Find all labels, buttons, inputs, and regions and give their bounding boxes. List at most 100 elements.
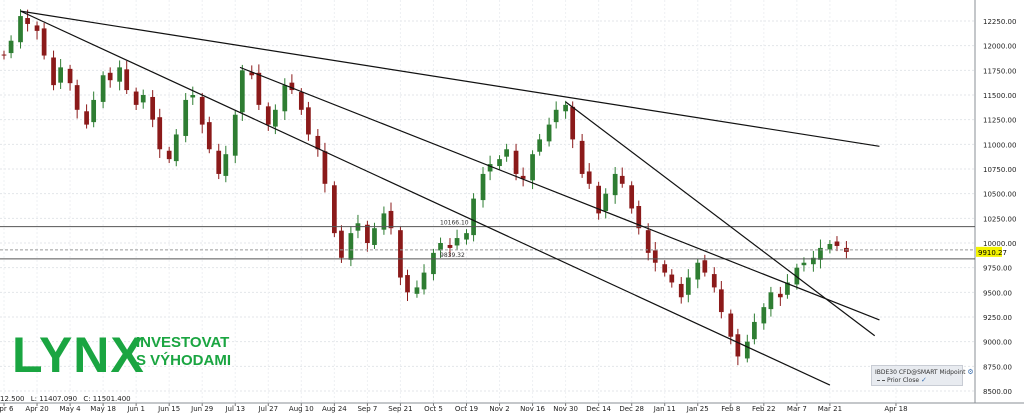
candle-body [239, 70, 245, 113]
candle-body [306, 107, 311, 135]
x-tick-label: Mar 7 [787, 405, 807, 413]
logo-tagline-line1: INVESTOVAT [136, 334, 230, 351]
candle-body [752, 321, 757, 340]
candle-body [91, 99, 97, 123]
candle-body [124, 69, 130, 91]
candle-body [728, 313, 734, 337]
ohlc-readout: 12.500 L: 11407.090 C: 11501.400 [0, 395, 135, 403]
x-tick-label: Mar 21 [818, 405, 842, 413]
candle-body [256, 72, 262, 105]
candle-body [34, 25, 40, 31]
candle-body [553, 109, 559, 123]
last-price-badge [976, 246, 1002, 257]
x-tick-label: Dec 28 [619, 405, 644, 413]
candle-body [464, 233, 469, 240]
candle-body [497, 159, 502, 167]
logo-wordmark: LYNX [12, 327, 145, 383]
candle-body [223, 154, 229, 176]
candle-body [372, 228, 377, 245]
lynx-logo: LYNX INVESTOVAT S VÝHODAMI [12, 329, 242, 385]
candle-body [563, 104, 568, 112]
chart-legend[interactable]: IBDE30 CFD@SMART Midpoint ⚙ Prior Close … [871, 365, 974, 386]
candle-body [421, 272, 427, 290]
y-tick-label: 10000.00 [983, 240, 1016, 248]
candle-body [678, 283, 684, 298]
x-tick-label: Sep 21 [388, 405, 412, 413]
candle-body [662, 264, 668, 273]
candle-body [157, 117, 163, 150]
y-tick-label: 10500.00 [983, 191, 1016, 199]
trendline [20, 10, 831, 386]
x-tick-label: Jul 27 [257, 405, 278, 413]
candle-body [414, 287, 420, 294]
y-tick-label: 11500.00 [983, 92, 1016, 100]
candle-body [166, 150, 172, 160]
candle-body [652, 250, 658, 263]
candle-body [480, 173, 486, 201]
y-tick-label: 11750.00 [983, 67, 1016, 75]
candle-body [381, 213, 387, 230]
candle-body [216, 150, 222, 174]
candle-body [629, 185, 635, 209]
candle-body [669, 274, 675, 283]
x-tick-label: Feb 22 [752, 405, 776, 413]
trendline [239, 66, 880, 321]
legend-instrument: IBDE30 CFD@SMART Midpoint [875, 369, 966, 376]
candle-body [768, 292, 774, 310]
candle-body [513, 150, 519, 174]
last-price-label: 9910.27 [978, 249, 1007, 257]
plot-area [0, 0, 975, 403]
candle-body [612, 173, 618, 196]
candle-body [777, 293, 783, 298]
candle-body [711, 274, 717, 288]
x-tick-label: Dec 14 [586, 405, 611, 413]
x-tick-label: Aug 10 [289, 405, 314, 413]
candle-body [487, 164, 493, 172]
candle-body [265, 106, 271, 125]
candle-body [173, 134, 179, 162]
settings-icon[interactable]: ⚙ [967, 368, 974, 376]
candle-body [107, 72, 113, 81]
candle-body [785, 282, 790, 295]
checkmark-icon[interactable]: ✓ [920, 376, 927, 384]
x-tick-label: Jun 15 [157, 405, 180, 413]
x-tick-label: Nov 30 [553, 405, 578, 413]
x-tick-label: Jan 25 [686, 405, 709, 413]
candle-body [289, 82, 295, 91]
candle-body [735, 334, 741, 357]
candle-body [183, 99, 189, 136]
candle-body [504, 149, 509, 157]
x-tick-label: May 18 [90, 405, 116, 413]
candle-body [41, 28, 47, 56]
candle-body [801, 262, 807, 266]
candle-body [206, 122, 212, 150]
candle-body [117, 67, 122, 82]
candle-body [199, 96, 205, 125]
y-tick-label: 12250.00 [983, 18, 1016, 26]
candle-body [405, 275, 410, 293]
candle-body [447, 244, 453, 248]
x-tick-label: Apr 6 [0, 405, 14, 413]
candle-body [636, 206, 642, 229]
candle-body [586, 171, 592, 184]
candle-body [520, 175, 526, 179]
y-tick-label: 9500.00 [983, 289, 1012, 297]
legend-prior-close: Prior Close [887, 377, 920, 384]
candle-body [438, 243, 443, 251]
candle-body [702, 260, 708, 273]
logo-tagline-line2: S VÝHODAMI [136, 352, 232, 369]
candle-body [150, 96, 156, 120]
candle-body [645, 230, 651, 253]
candle-body [398, 230, 403, 278]
candle-body [51, 57, 56, 86]
candle-body [100, 75, 106, 102]
candle-body [133, 91, 139, 105]
candle-body [1, 54, 7, 56]
candle-body [140, 95, 146, 103]
candle-body [794, 267, 800, 285]
x-tick-label: Nov 16 [520, 405, 545, 413]
x-tick-label: May 4 [59, 405, 81, 413]
level-label: 10166.10 [440, 220, 469, 227]
candle-body [718, 289, 724, 313]
candle-body [546, 124, 552, 142]
